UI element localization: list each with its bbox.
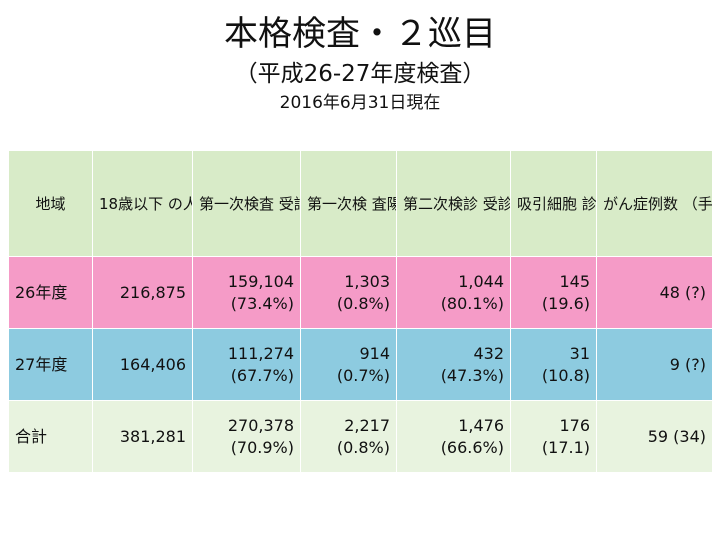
first-exam-rate: (70.9%) — [230, 437, 294, 457]
first-positive-rate: (0.8%) — [336, 437, 390, 457]
first-exam-cell: 270,378 (70.9%) — [192, 400, 301, 473]
header-population: 18歳以下 の人口 — [92, 150, 193, 257]
header-aspiration-line2: 診実施数 — [581, 194, 597, 213]
cancer-cases-cell: 9 (?) — [596, 328, 713, 401]
header-cancer-line1: がん症例数 — [603, 194, 679, 213]
first-exam-cell: 111,274 (67.7%) — [192, 328, 301, 401]
row-label: 26年度 — [8, 256, 93, 329]
header-first-positive-line2: 査陽性 — [371, 194, 396, 213]
first-exam-count: 159,104 — [227, 271, 294, 291]
table-row-total: 合計 381,281 270,378 (70.9%) 2,217 (0.8%) … — [8, 400, 713, 473]
header-region: 地域 — [8, 150, 93, 257]
first-exam-count: 111,274 — [227, 343, 294, 363]
header-aspiration: 吸引細胞 診実施数 — [510, 150, 597, 257]
aspiration-rate: (19.6) — [541, 293, 590, 313]
first-positive-count: 2,217 — [344, 415, 390, 435]
first-exam-rate: (73.4%) — [230, 293, 294, 313]
aspiration-count: 145 — [559, 271, 590, 291]
header-first-positive-line1: 第一次検 — [307, 194, 368, 213]
aspiration-rate: (17.1) — [541, 437, 590, 457]
header-region-label: 地域 — [35, 194, 66, 213]
first-positive-count: 1,303 — [344, 271, 390, 291]
header-first-exam: 第一次検査 受診者 — [192, 150, 301, 257]
cancer-cases-cell: 48 (?) — [596, 256, 713, 329]
table-row: 26年度 216,875 159,104 (73.4%) 1,303 (0.8%… — [8, 256, 713, 329]
aspiration-cell: 176 (17.1) — [510, 400, 597, 473]
first-exam-cell: 159,104 (73.4%) — [192, 256, 301, 329]
header-second-exam-line1: 第二次検診 — [403, 194, 479, 213]
first-positive-count: 914 — [359, 343, 390, 363]
row-label: 27年度 — [8, 328, 93, 401]
aspiration-count: 31 — [569, 343, 590, 363]
first-positive-rate: (0.8%) — [336, 293, 390, 313]
second-exam-rate: (80.1%) — [440, 293, 504, 313]
first-exam-count: 270,378 — [227, 415, 294, 435]
as-of-date: 2016年6月31日現在 — [279, 93, 441, 113]
second-exam-cell: 1,476 (66.6%) — [396, 400, 511, 473]
aspiration-rate: (10.8) — [541, 365, 590, 385]
table-row: 27年度 164,406 111,274 (67.7%) 914 (0.7%) … — [8, 328, 713, 401]
first-positive-cell: 1,303 (0.8%) — [300, 256, 397, 329]
second-exam-rate: (66.6%) — [440, 437, 504, 457]
first-exam-rate: (67.7%) — [230, 365, 294, 385]
page-subtitle: （平成26-27年度検査） — [234, 61, 486, 87]
header-first-positive: 第一次検 査陽性 — [300, 150, 397, 257]
population-cell: 381,281 — [92, 400, 193, 473]
first-positive-rate: (0.7%) — [336, 365, 390, 385]
header-first-exam-line1: 第一次検査 — [199, 194, 275, 213]
population-cell: 216,875 — [92, 256, 193, 329]
header-second-exam: 第二次検診 受診者 — [396, 150, 511, 257]
second-exam-cell: 432 (47.3%) — [396, 328, 511, 401]
header-second-exam-line2: 受診者 — [482, 194, 510, 213]
cancer-cases-cell: 59 (34) — [596, 400, 713, 473]
second-exam-cell: 1,044 (80.1%) — [396, 256, 511, 329]
second-exam-count: 1,476 — [458, 415, 504, 435]
aspiration-cell: 31 (10.8) — [510, 328, 597, 401]
population-cell: 164,406 — [92, 328, 193, 401]
header-first-exam-line2: 受診者 — [278, 194, 300, 213]
first-positive-cell: 2,217 (0.8%) — [300, 400, 397, 473]
header-row: 地域 18歳以下 の人口 第一次検査 受診者 第一次検 査陽性 第二次検診 受診… — [8, 150, 713, 257]
header-cancer-cases: がん症例数 （手術例数） — [596, 150, 713, 257]
second-exam-count: 1,044 — [458, 271, 504, 291]
second-exam-count: 432 — [473, 343, 504, 363]
header-aspiration-line1: 吸引細胞 — [517, 194, 578, 213]
first-positive-cell: 914 (0.7%) — [300, 328, 397, 401]
header-population-line2: の人口 — [167, 194, 192, 213]
header-cancer-line2: （手術例数） — [682, 194, 713, 213]
aspiration-cell: 145 (19.6) — [510, 256, 597, 329]
second-exam-rate: (47.3%) — [440, 365, 504, 385]
aspiration-count: 176 — [559, 415, 590, 435]
screening-table: 地域 18歳以下 の人口 第一次検査 受診者 第一次検 査陽性 第二次検診 受診… — [8, 150, 713, 473]
row-label: 合計 — [8, 400, 93, 473]
header-population-line1: 18歳以下 — [99, 194, 164, 213]
page-title: 本格検査・２巡目 — [224, 14, 496, 54]
